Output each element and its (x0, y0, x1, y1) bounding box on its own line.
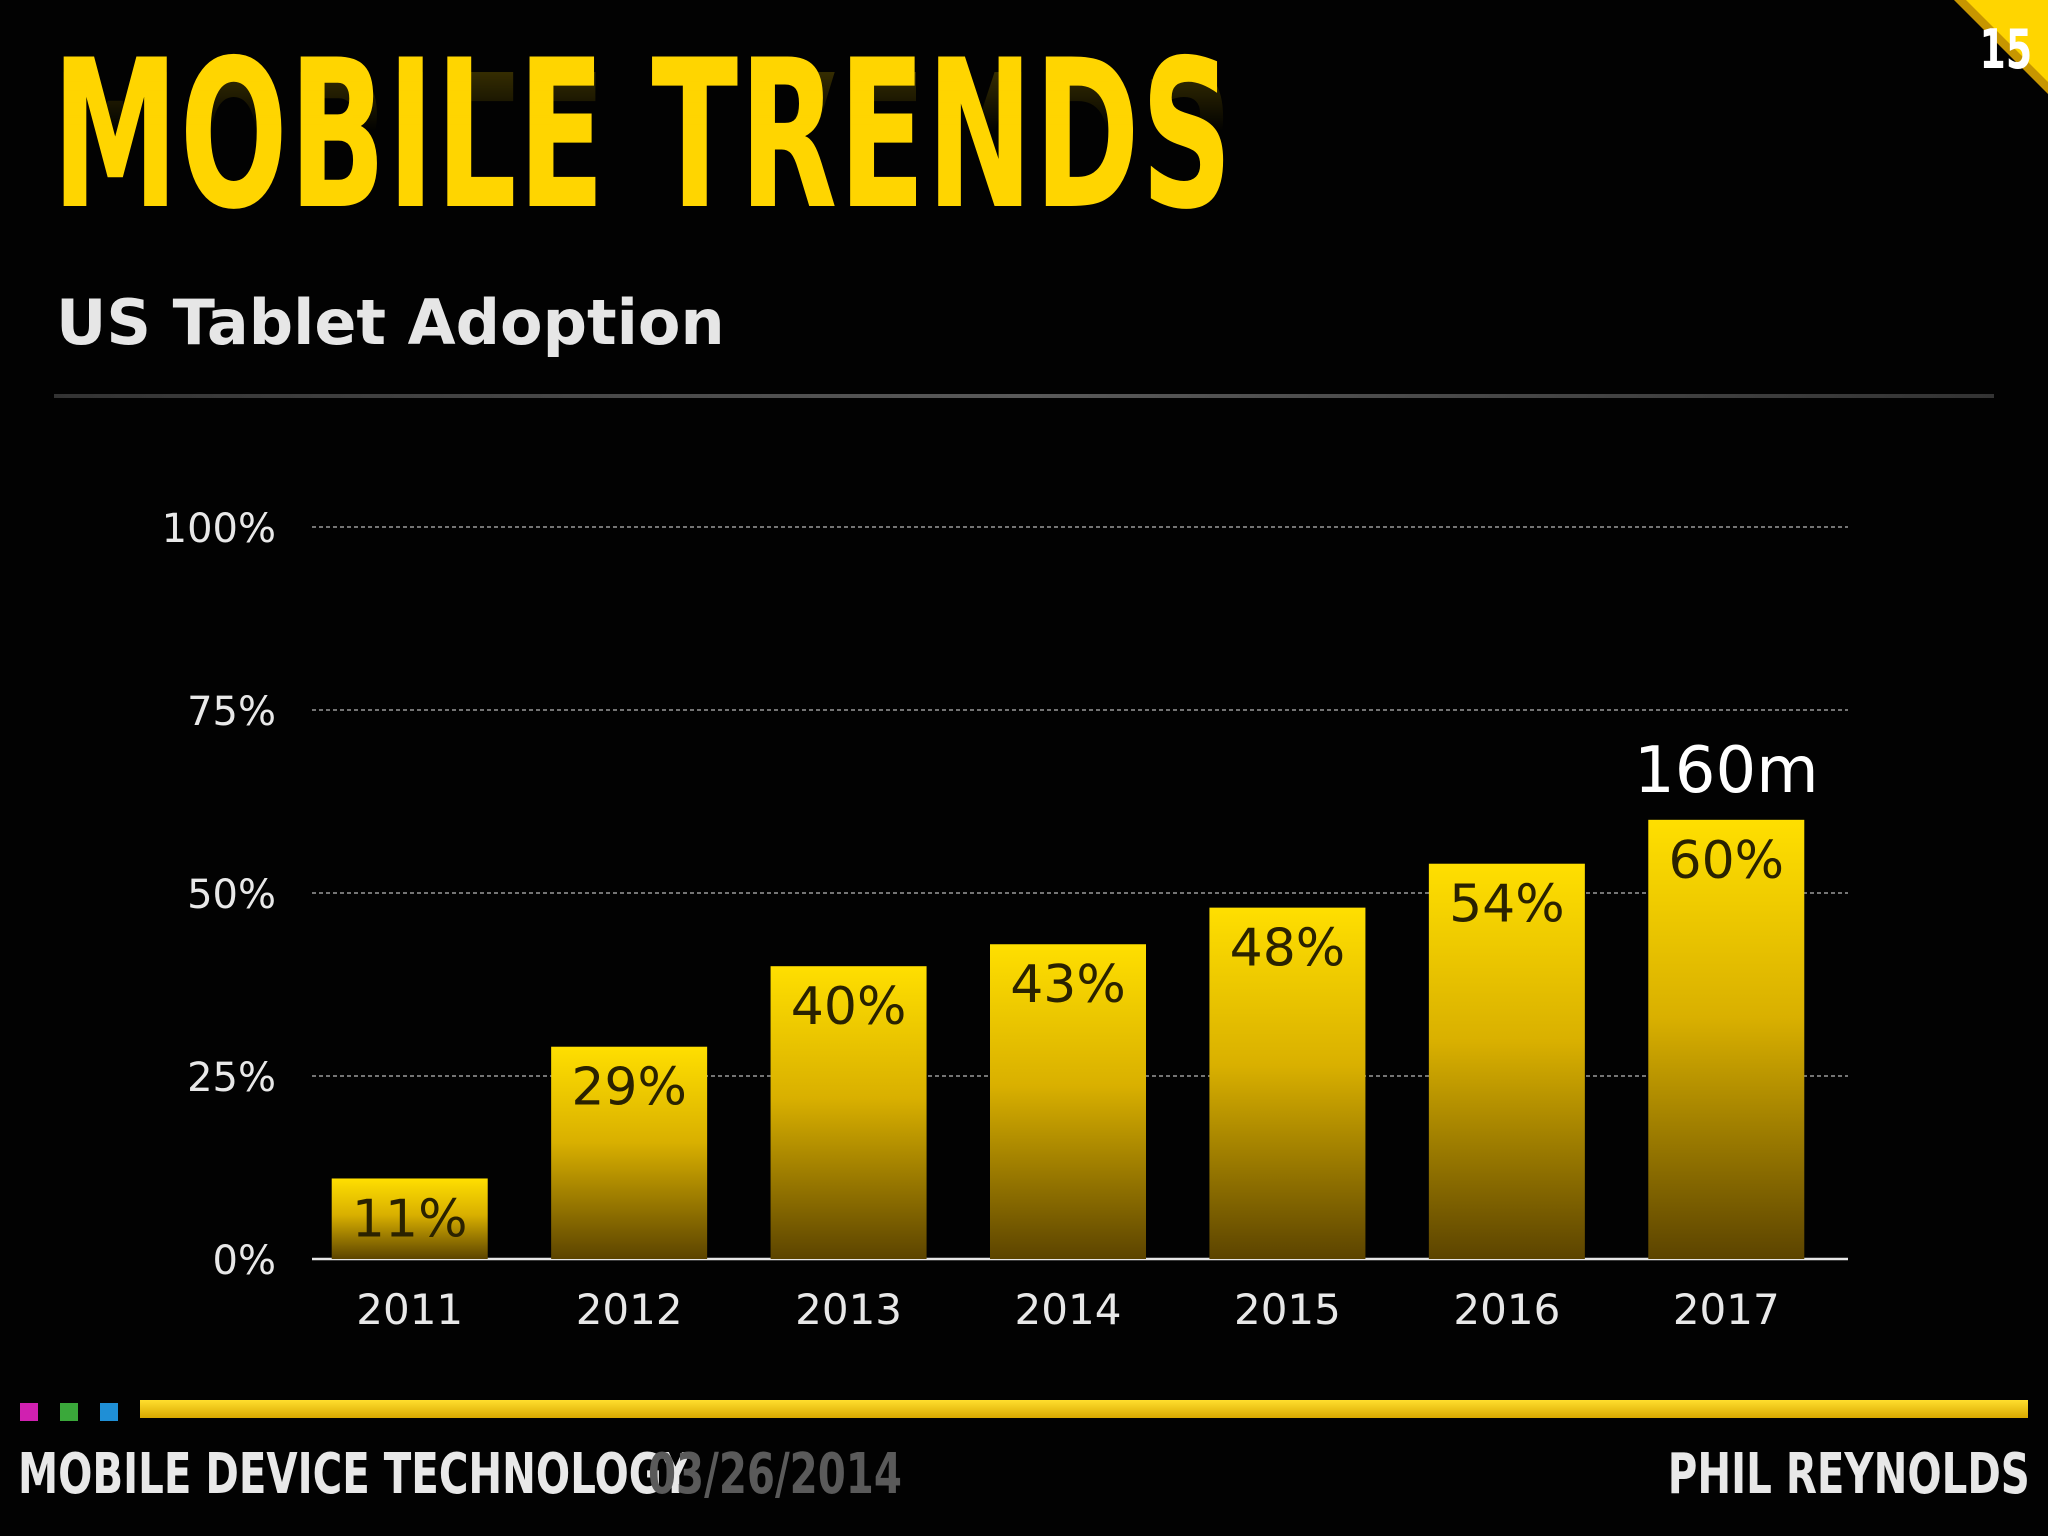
page-number: 15 (1979, 18, 2032, 81)
labels: 0% 25% 50% 75% 100% 11% 2011 29% 2012 40% 2013 43% 2… (162, 506, 1819, 1334)
x-tick-label-2014: 2014 (1015, 1285, 1122, 1334)
footer-square-green (60, 1403, 78, 1421)
bar-2014 (990, 944, 1146, 1259)
data-label-2014: 43% (1010, 955, 1126, 1015)
data-label-2017: 60% (1668, 831, 1784, 891)
x-tick-label-2016: 2016 (1453, 1285, 1560, 1334)
slide-title: MOBILE TRENDS (52, 17, 1234, 255)
x-tick-label-2012: 2012 (576, 1285, 683, 1334)
data-label-2011: 11% (352, 1189, 468, 1249)
bar-chart: 0% 25% 50% 75% 100% 11% 2011 29% 2012 40% 2013 43% 2… (162, 506, 1848, 1334)
x-tick-label-2013: 2013 (795, 1285, 902, 1334)
bar-2017 (1648, 819, 1805, 1259)
x-tick-label-2015: 2015 (1234, 1285, 1341, 1334)
y-tick-label: 25% (187, 1055, 276, 1101)
footer-square-magenta (20, 1403, 38, 1421)
footer-author: PHIL REYNOLDS (1667, 1442, 2030, 1507)
footer-course: MOBILE DEVICE TECHNOLOGY (18, 1442, 691, 1507)
title-block: MOBILE TRENDS MOBILE TRENDS (52, 17, 1958, 261)
x-tick-label-2017: 2017 (1673, 1285, 1780, 1334)
title-divider (54, 394, 1994, 398)
y-tick-label: 75% (187, 689, 276, 735)
bar-2011 (331, 1178, 488, 1259)
data-label-2013: 40% (791, 977, 907, 1037)
annotation-label: 160m (1634, 734, 1819, 808)
footer-squares (20, 1403, 118, 1421)
bar-2015 (1209, 907, 1366, 1259)
x-tick-label-2011: 2011 (356, 1285, 463, 1334)
y-tick-label: 50% (187, 872, 276, 918)
bar-2016 (1428, 863, 1585, 1259)
data-label-2015: 48% (1230, 919, 1346, 979)
data-label-2016: 54% (1449, 875, 1565, 935)
footer-square-blue (100, 1403, 118, 1421)
corner-page-tab (1954, 0, 2048, 94)
y-tick-label: 100% (162, 506, 276, 552)
bar-2012 (551, 1046, 708, 1259)
bars (331, 819, 1805, 1259)
slide-subtitle: US Tablet Adoption (56, 286, 725, 359)
footer-bar (140, 1400, 2028, 1418)
data-label-2012: 29% (571, 1058, 687, 1118)
bar-2013 (770, 966, 927, 1259)
footer-date: 03/26/2014 (648, 1442, 902, 1507)
y-tick-label: 0% (213, 1238, 276, 1284)
